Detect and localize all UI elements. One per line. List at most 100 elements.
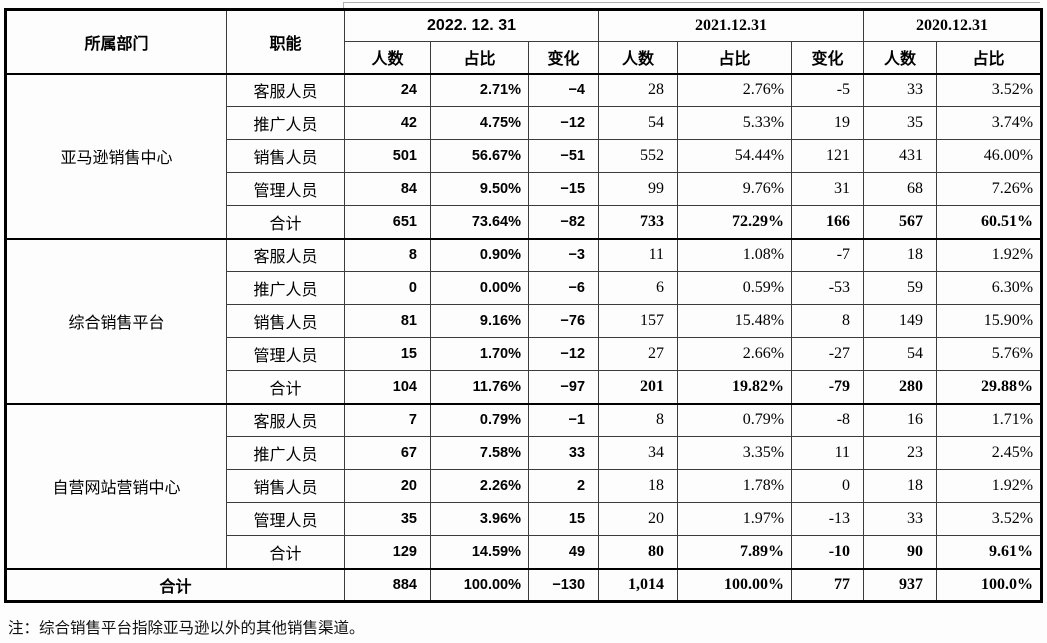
header-share-2020: 占比 [936,41,1043,75]
header-headcount-2022: 人数 [344,41,431,75]
role-cell: 管理人员 [226,502,345,536]
value-cell: 23 [863,436,938,470]
header-change-2021: 变化 [791,41,865,75]
value-cell: 501 [344,139,431,173]
value-cell: -10 [791,535,865,569]
value-cell: −15 [527,172,600,206]
table-row: 管理人员 15 1.70% −12 27 2.66% -27 54 5.76% [6,337,1043,371]
value-cell: -53 [791,271,865,305]
value-cell: 59 [863,271,938,305]
value-cell: 46.00% [936,139,1043,173]
value-cell: 18 [863,237,938,272]
table-row: 综合销售平台 客服人员 8 0.90% −3 11 1.08% -7 18 1.… [5,237,1043,404]
value-cell: 104 [344,370,431,404]
value-cell: 11.76% [430,370,529,404]
value-cell: 552 [598,139,679,173]
value-cell: 201 [598,370,679,404]
value-cell: 7.89% [677,535,793,569]
value-cell: 2.76% [677,72,793,107]
value-cell: −97 [527,370,600,404]
value-cell: 2.66% [677,337,793,371]
value-cell: 884 [344,567,431,602]
value-cell: 6.30% [936,271,1043,305]
value-cell: 72.29% [677,205,793,239]
value-cell: 1.08% [677,237,793,272]
value-cell: 121 [791,139,865,173]
value-cell: 651 [344,205,431,239]
value-cell: 0.79% [430,402,529,437]
role-cell: 合计 [226,205,345,239]
header-headcount-2021: 人数 [598,41,679,75]
role-cell: 销售人员 [226,139,345,173]
value-cell: −6 [527,271,600,305]
value-cell: 7.58% [430,436,529,470]
value-cell: 54 [598,106,679,140]
value-cell: 7.26% [936,172,1043,206]
value-cell: 129 [344,535,431,569]
value-cell: 16 [863,402,938,437]
value-cell: 2.71% [430,72,529,107]
value-cell: 166 [791,205,865,239]
value-cell: 19.82% [677,370,793,404]
value-cell: 20 [598,502,679,536]
value-cell: 9.61% [936,535,1043,569]
value-cell: 14.59% [430,535,529,569]
grand-total-label: 合计 [5,567,345,602]
value-cell: 431 [863,139,938,173]
value-cell: 15 [344,337,431,371]
table-row: 推广人员 42 4.75% −12 54 5.33% 19 35 3.74% [6,106,1043,140]
value-cell: 35 [863,106,938,140]
value-cell: 937 [863,567,938,602]
value-cell: −12 [527,337,600,371]
value-cell: 18 [598,469,679,503]
value-cell: 0.00% [430,271,529,305]
role-cell: 管理人员 [226,172,345,206]
value-cell: 60.51% [936,205,1043,239]
value-cell: 2.26% [430,469,529,503]
value-cell: 33 [863,502,938,536]
value-cell: −82 [527,205,600,239]
value-cell: 100.00% [430,567,529,602]
role-cell: 合计 [226,370,345,404]
value-cell: 54.44% [677,139,793,173]
value-cell: 42 [344,106,431,140]
value-cell: 6 [598,271,679,305]
value-cell: 54 [863,337,938,371]
value-cell: 280 [863,370,938,404]
value-cell: 0 [344,271,431,305]
value-cell: 0 [791,469,865,503]
value-cell: 90 [863,535,938,569]
header-period-2021: 2021.12.31 [598,9,865,42]
value-cell: 157 [598,304,679,338]
value-cell: 8 [344,237,431,272]
value-cell: 3.74% [936,106,1043,140]
value-cell: 49 [527,535,600,569]
value-cell: 11 [598,237,679,272]
role-cell: 销售人员 [226,304,345,338]
value-cell: 15 [527,502,600,536]
value-cell: 567 [863,205,938,239]
value-cell: 1.78% [677,469,793,503]
value-cell: 24 [344,72,431,107]
value-cell: 11 [791,436,865,470]
value-cell: 1.92% [936,469,1043,503]
header-row-metrics: 人数 占比 变化 人数 占比 变化 人数 占比 [6,41,1043,75]
header-change-2022: 变化 [527,41,600,75]
role-cell: 推广人员 [226,271,345,305]
role-cell: 客服人员 [226,237,345,272]
value-cell: 81 [344,304,431,338]
value-cell: −130 [527,567,600,602]
value-cell: 1.71% [936,402,1043,437]
personnel-table: 所属部门 职能 2022. 12. 31 2021.12.31 2020.12.… [4,8,1044,603]
value-cell: -27 [791,337,865,371]
header-period-2022: 2022. 12. 31 [343,9,600,42]
value-cell: 3.52% [936,72,1043,107]
value-cell: 68 [863,172,938,206]
value-cell: 1,014 [598,567,679,602]
value-cell: 1.92% [936,237,1043,272]
value-cell: 9.16% [430,304,529,338]
value-cell: 31 [791,172,865,206]
table-row: 管理人员 35 3.96% 15 20 1.97% -13 33 3.52% [6,502,1043,536]
department-cell: 自营网站营销中心 [5,402,227,569]
table-row: 自营网站营销中心 客服人员 7 0.79% −1 8 0.79% -8 16 1… [5,402,1043,569]
